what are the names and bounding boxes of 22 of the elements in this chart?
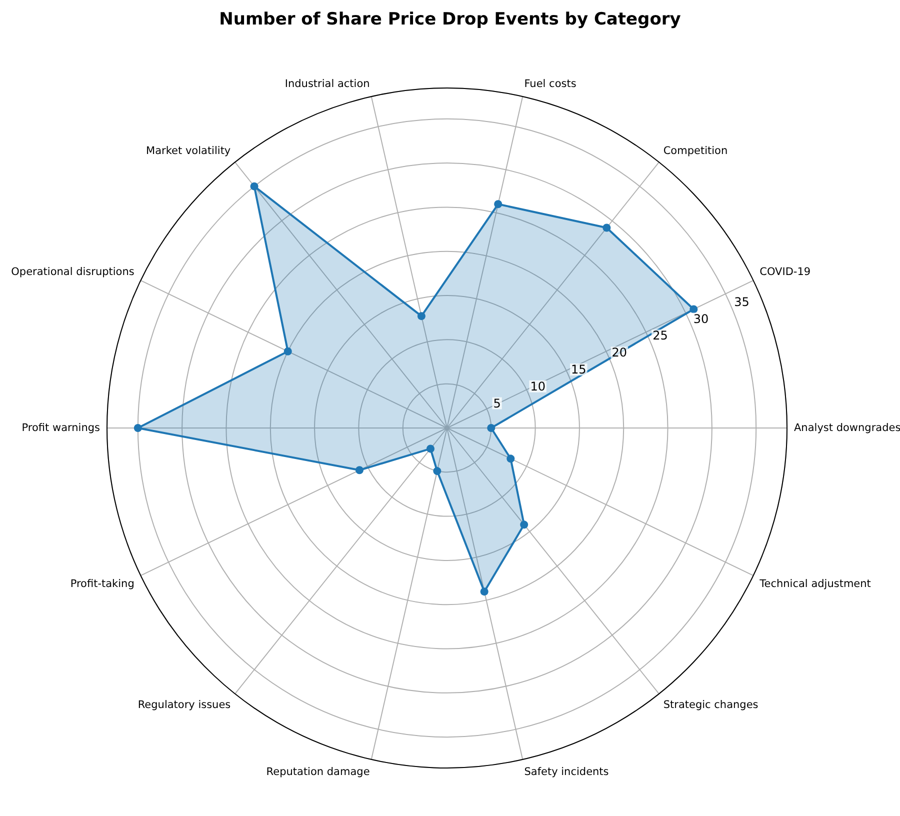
y-tick-label: 35 bbox=[734, 294, 750, 309]
spoke-label: Technical adjustment bbox=[758, 578, 871, 590]
spoke-label: Industrial action bbox=[284, 78, 370, 90]
y-tick-label: 25 bbox=[652, 328, 668, 343]
spoke-label: Regulatory issues bbox=[138, 698, 231, 711]
y-tick-label: 5 bbox=[493, 396, 501, 410]
spoke-label: Profit-taking bbox=[70, 578, 134, 590]
spoke-label: Reputation damage bbox=[266, 766, 370, 778]
spoke-label: Fuel costs bbox=[524, 78, 576, 90]
spoke-label: Analyst downgrades bbox=[794, 422, 900, 434]
spoke-label: Operational disruptions bbox=[11, 266, 134, 278]
spoke-label: Safety incidents bbox=[524, 766, 609, 778]
spoke-label: COVID-19 bbox=[760, 266, 811, 278]
chart-title: Number of Share Price Drop Events by Category bbox=[219, 10, 681, 30]
spoke-label: Competition bbox=[663, 145, 728, 158]
spoke-label: Strategic changes bbox=[663, 698, 758, 711]
spoke-label: Market volatility bbox=[146, 145, 231, 158]
spoke-label: Profit warnings bbox=[22, 422, 100, 434]
y-tick-label: 30 bbox=[693, 312, 709, 326]
y-tick-label: 20 bbox=[612, 346, 628, 360]
y-tick-label: 15 bbox=[570, 362, 586, 376]
y-tick-label: 10 bbox=[530, 379, 546, 394]
